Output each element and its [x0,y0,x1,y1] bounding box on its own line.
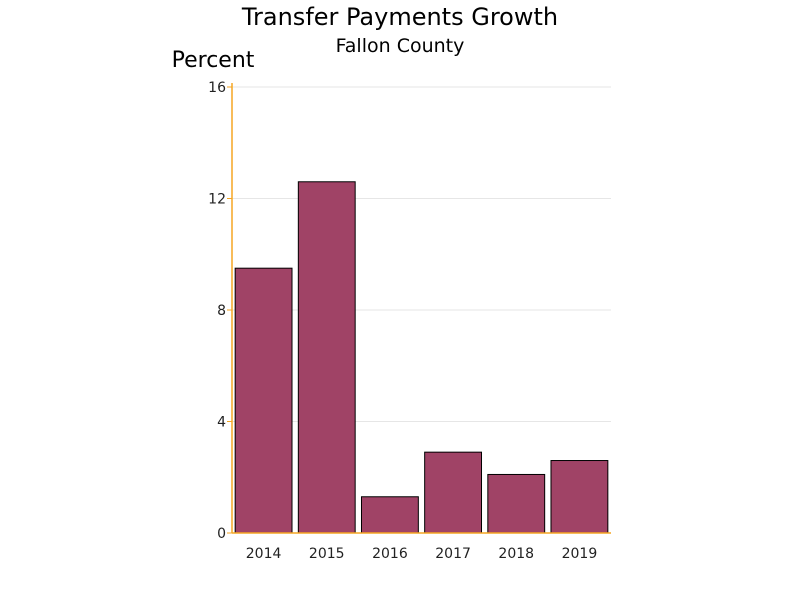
x-tick-label: 2015 [309,546,345,562]
bar-2017 [424,451,483,534]
bar-2014 [234,267,293,534]
bar-2015 [297,181,356,534]
chart-title: Transfer Payments Growth [241,3,558,31]
x-tick-label: 2019 [562,546,598,562]
x-tick-label: 2014 [246,546,282,562]
chart-subtitle: Fallon County [336,35,465,57]
y-tick-label: 12 [208,192,226,208]
x-tick-label: 2018 [498,546,534,562]
bar-2019 [550,460,609,534]
x-tick-labels: 2014 2015 2016 2017 2018 2019 [246,546,597,562]
gridlines [232,86,611,422]
x-tick-label: 2017 [435,546,471,562]
bar-2016 [360,496,419,534]
axes [227,83,611,534]
bar-2018 [487,473,546,534]
y-tick-label: 8 [217,303,226,319]
y-axis-label: Percent [172,48,255,73]
y-tick-label: 16 [208,80,226,96]
x-tick-label: 2016 [372,546,408,562]
y-tick-labels: 0 4 8 12 16 [208,80,226,542]
bars [234,181,609,534]
y-tick-label: 4 [217,415,226,431]
y-tick-label: 0 [217,526,226,542]
